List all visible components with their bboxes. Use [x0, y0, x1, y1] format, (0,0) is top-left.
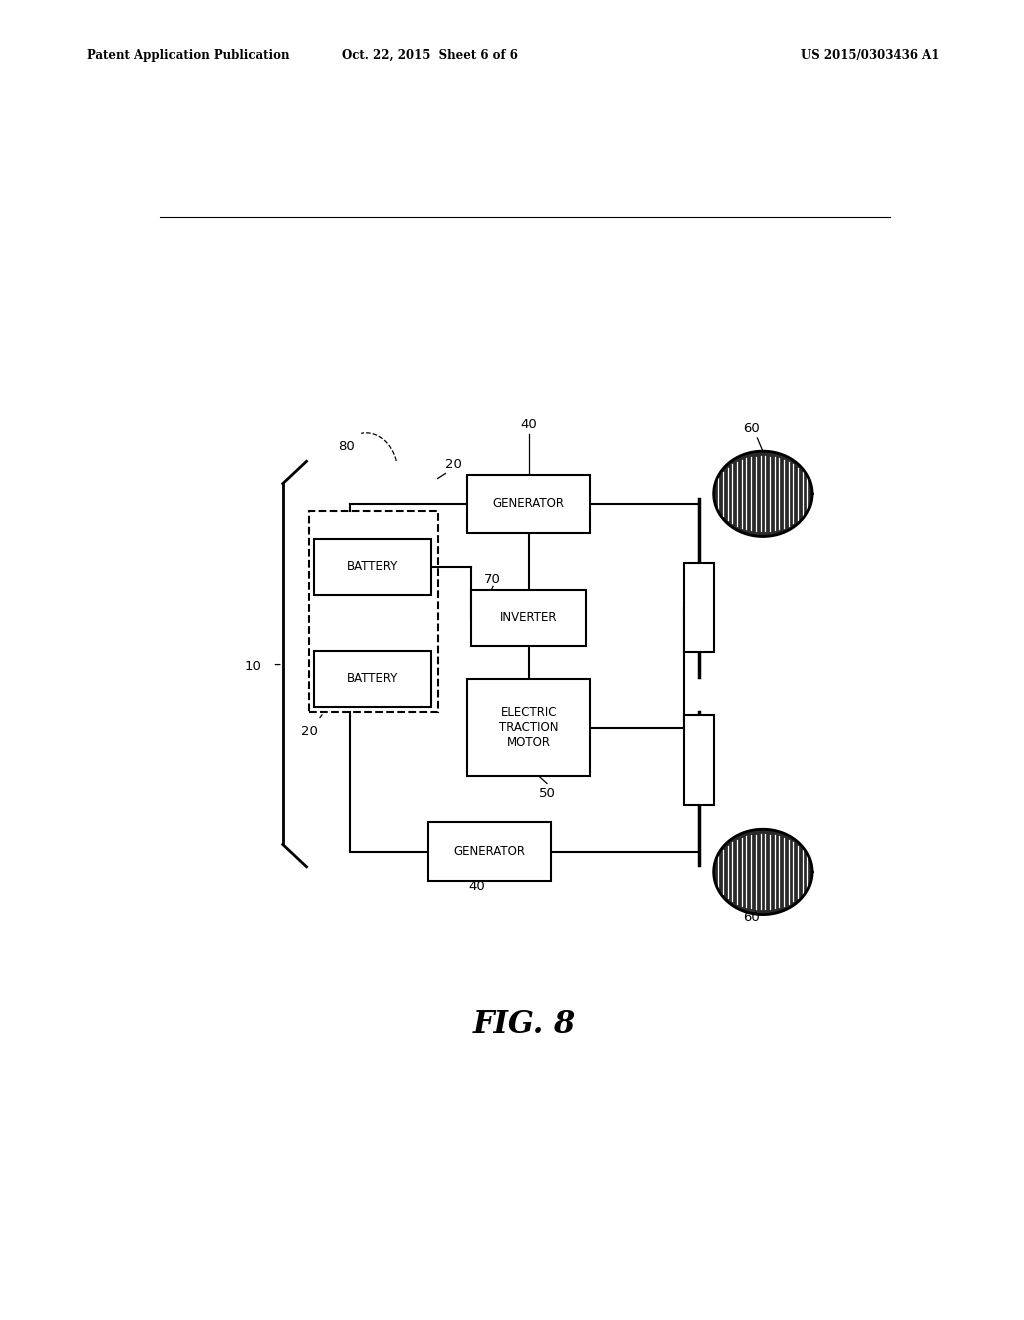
Bar	[684, 715, 715, 805]
Bar	[467, 474, 590, 533]
Bar	[467, 680, 590, 776]
Text: FIG. 8: FIG. 8	[473, 1008, 577, 1040]
Text: 20: 20	[300, 725, 317, 738]
Text: INVERTER: INVERTER	[500, 611, 557, 624]
Text: GENERATOR: GENERATOR	[493, 498, 565, 511]
Bar	[313, 651, 431, 706]
Bar	[684, 562, 715, 652]
Text: US 2015/0303436 A1: US 2015/0303436 A1	[801, 49, 940, 62]
Text: 80: 80	[338, 440, 354, 453]
Text: 10: 10	[245, 660, 261, 673]
Bar	[428, 822, 551, 880]
Text: 70: 70	[483, 573, 501, 586]
Text: Patent Application Publication: Patent Application Publication	[87, 49, 290, 62]
Text: GENERATOR: GENERATOR	[453, 845, 525, 858]
Text: ELECTRIC
TRACTION
MOTOR: ELECTRIC TRACTION MOTOR	[499, 706, 558, 748]
Polygon shape	[714, 829, 812, 915]
Text: BATTERY: BATTERY	[347, 672, 398, 685]
Text: 50: 50	[539, 787, 556, 800]
Bar	[309, 511, 437, 713]
Bar	[313, 539, 431, 595]
Text: 40: 40	[469, 880, 485, 894]
Text: 40: 40	[520, 418, 538, 430]
Text: BATTERY: BATTERY	[347, 561, 398, 573]
Bar	[471, 590, 587, 645]
Text: 60: 60	[743, 422, 760, 434]
Text: 60: 60	[743, 911, 760, 924]
Text: Oct. 22, 2015  Sheet 6 of 6: Oct. 22, 2015 Sheet 6 of 6	[342, 49, 518, 62]
Polygon shape	[714, 451, 812, 536]
Text: 20: 20	[445, 458, 462, 471]
